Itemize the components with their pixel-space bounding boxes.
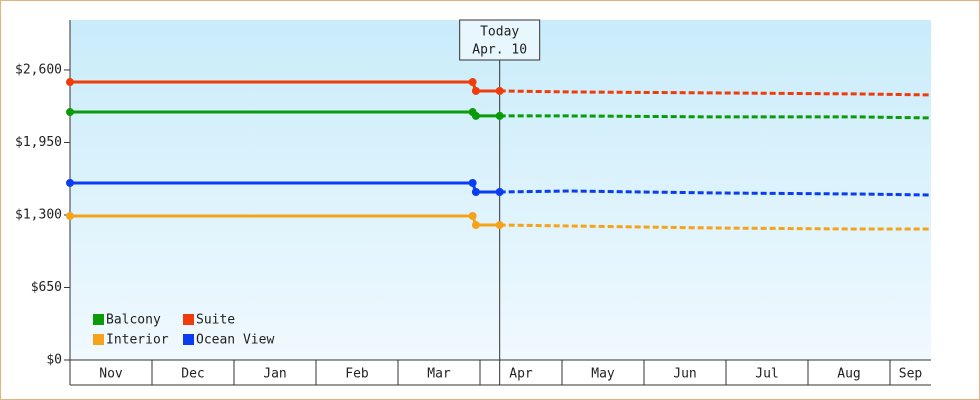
x-tick-label: Nov: [99, 367, 123, 382]
point: [468, 211, 477, 220]
x-tick-label: Apr: [509, 367, 533, 382]
point: [471, 221, 480, 230]
legend-swatch: [183, 334, 194, 345]
point: [495, 86, 504, 95]
x-tick-label: Sep: [899, 367, 923, 382]
forecast-line: [499, 189, 932, 197]
x-tick-label: Jul: [755, 367, 778, 382]
point: [66, 178, 74, 187]
y-tick-label: $1,300: [15, 207, 62, 222]
x-tick-label: Mar: [427, 367, 451, 382]
x-tick-label: Dec: [181, 367, 204, 382]
point: [468, 178, 477, 187]
y-tick-label: $0: [46, 353, 62, 368]
x-tick-label: May: [591, 367, 615, 382]
point: [495, 111, 504, 120]
legend-swatch: [93, 314, 104, 325]
today-label: Today: [480, 25, 519, 40]
today-date: Apr. 10: [472, 43, 527, 58]
legend-label: Ocean View: [196, 333, 274, 348]
legend-label: Suite: [196, 313, 235, 328]
point: [471, 86, 480, 95]
history-line: [70, 181, 500, 194]
point: [495, 188, 504, 197]
point: [471, 111, 480, 120]
point: [66, 78, 74, 87]
point: [66, 211, 74, 220]
history-line: [70, 214, 500, 227]
forecast-line: [499, 114, 932, 120]
point: [495, 221, 504, 230]
x-tick-label: Feb: [345, 367, 369, 382]
history-line: [70, 80, 500, 93]
legend-swatch: [93, 334, 104, 345]
legend-label: Balcony: [106, 313, 161, 328]
x-tick-label: Jun: [673, 367, 696, 382]
y-tick-label: $650: [31, 280, 62, 295]
point: [468, 78, 477, 87]
x-tick-label: Aug: [837, 367, 860, 382]
point: [66, 108, 74, 117]
y-tick-label: $1,950: [15, 135, 62, 150]
today-box: [459, 19, 541, 61]
forecast-line: [499, 89, 932, 97]
legend-label: Interior: [106, 333, 169, 348]
y-tick-label: $2,600: [15, 62, 62, 77]
x-tick-label: Jan: [263, 367, 286, 382]
point: [471, 188, 480, 197]
forecast-line: [499, 223, 931, 231]
legend-swatch: [183, 314, 194, 325]
